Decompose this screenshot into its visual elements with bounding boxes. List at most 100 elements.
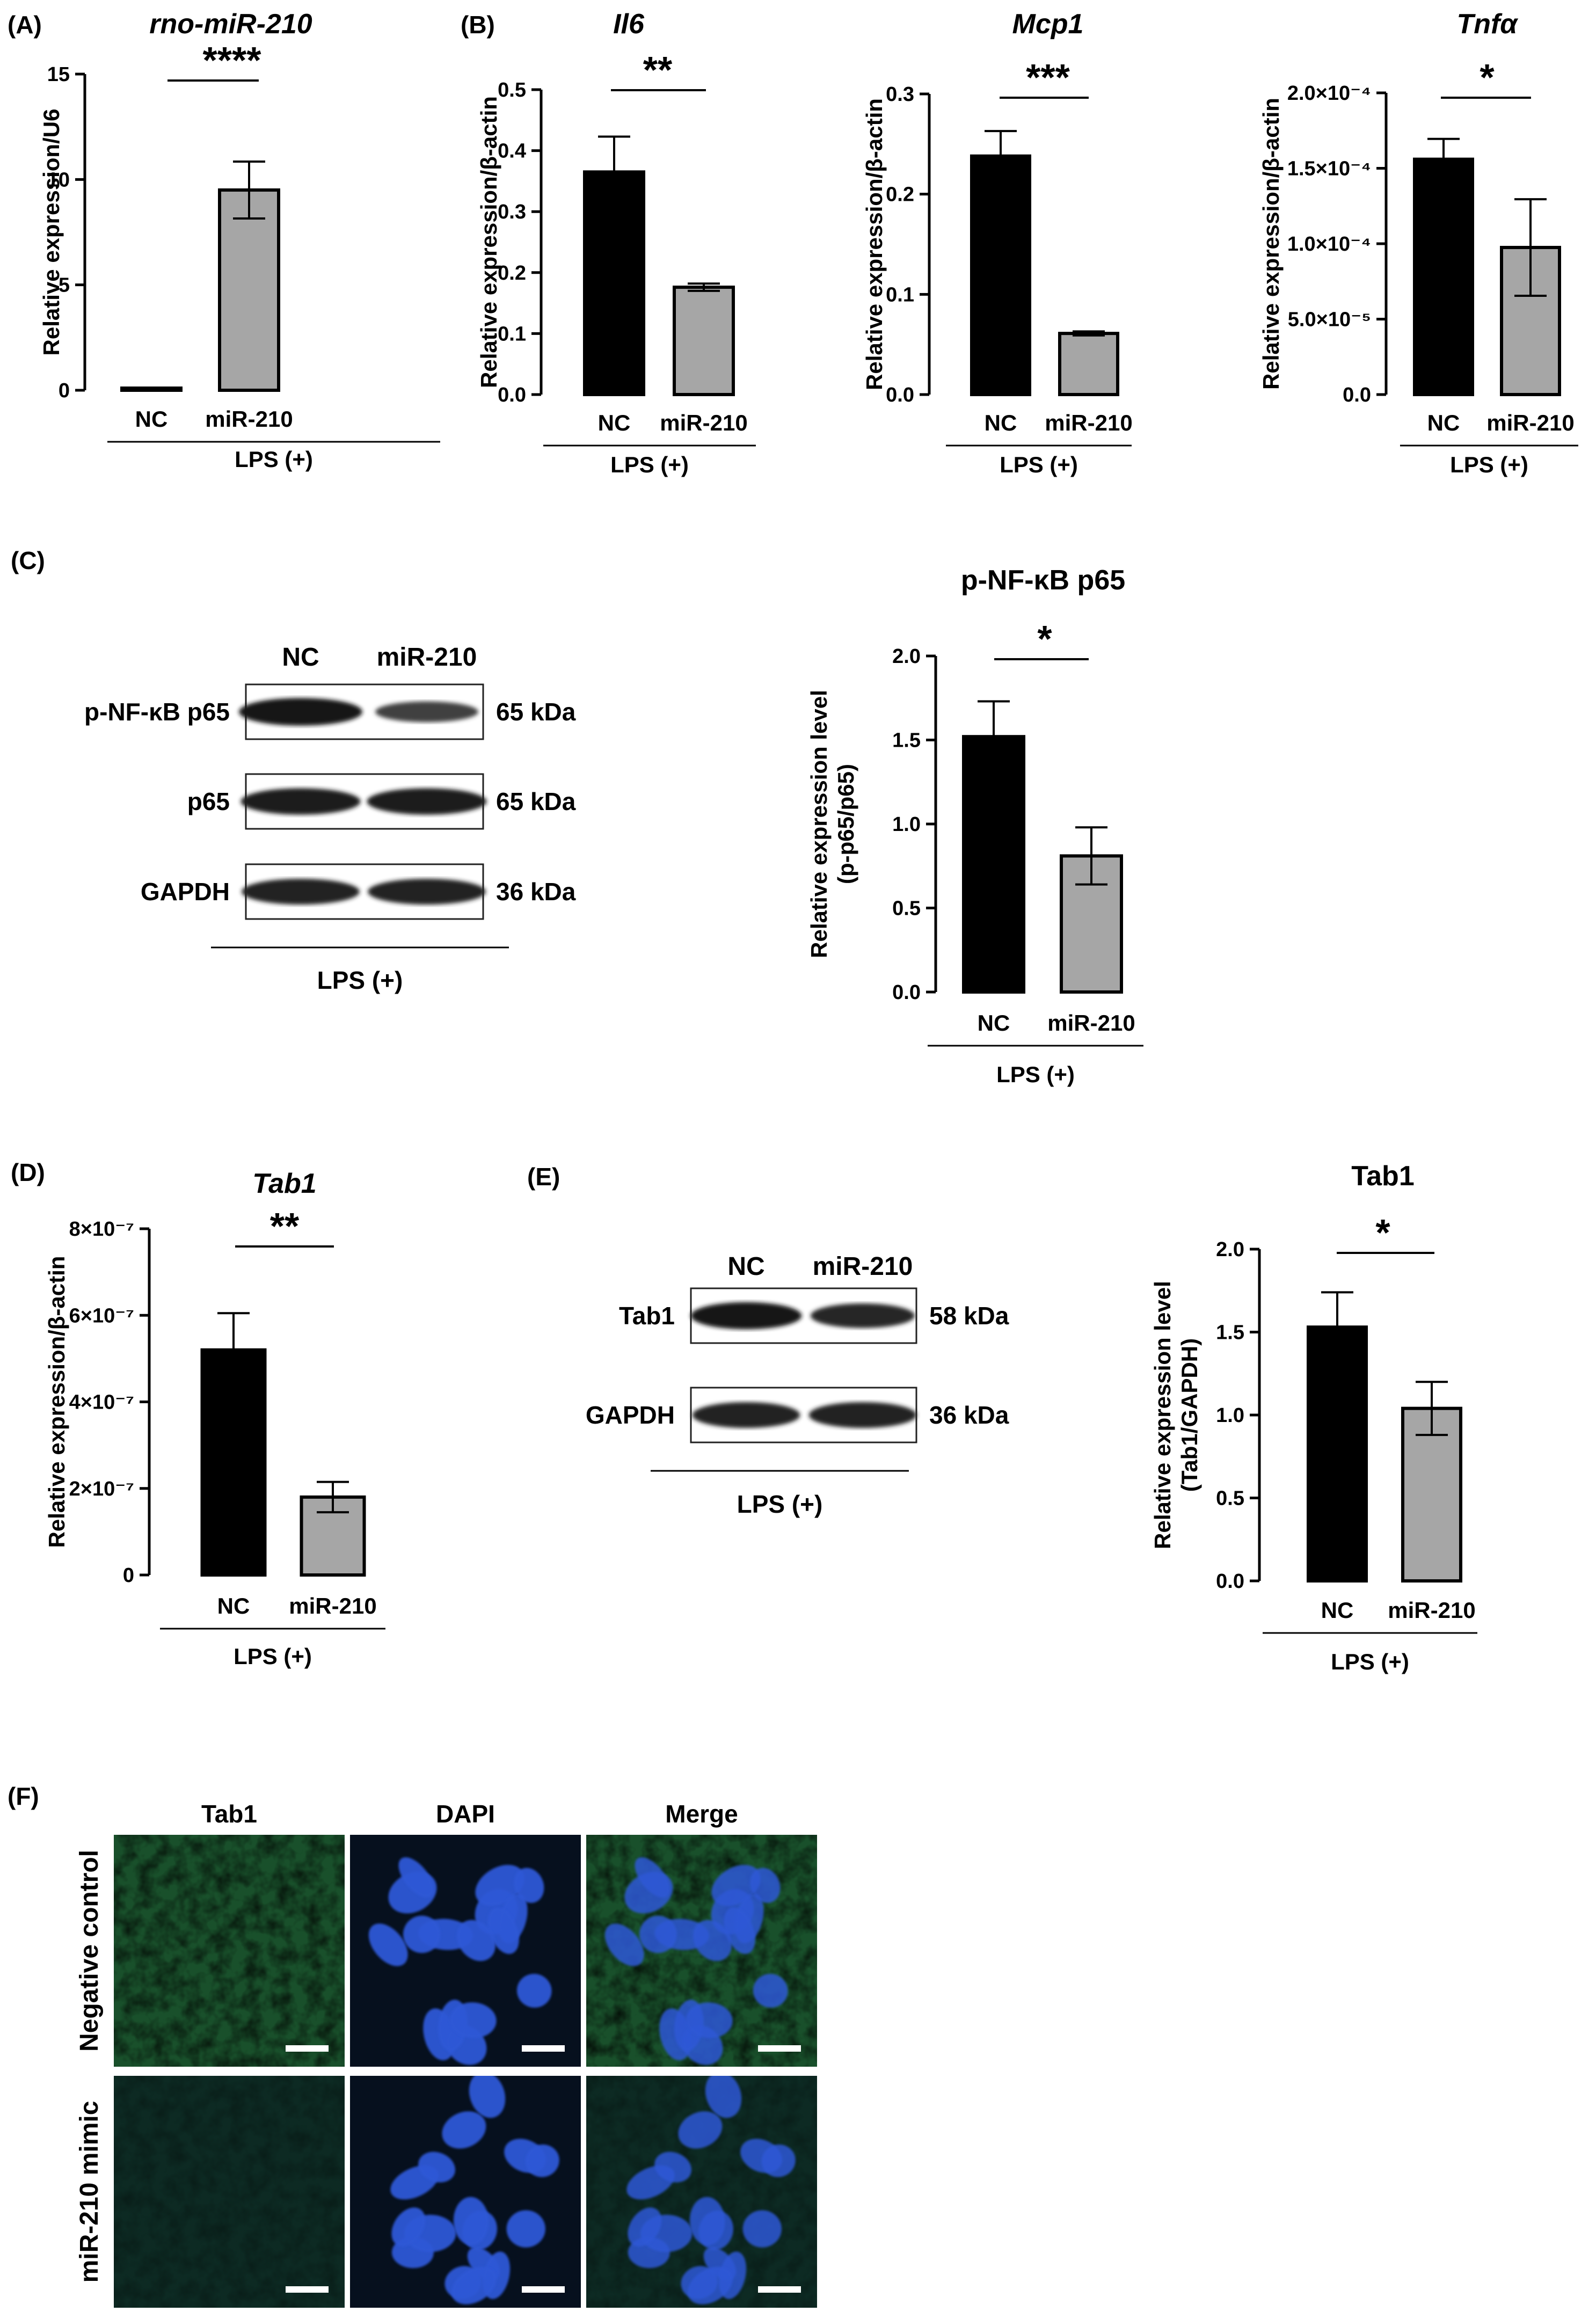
x-category-label: NC <box>978 1010 1010 1035</box>
panel-label-e: (E) <box>527 1163 560 1191</box>
nucleus <box>516 1973 552 2008</box>
nucleus <box>525 2144 559 2177</box>
group-label: LPS (+) <box>996 1062 1075 1087</box>
y-axis-label: Relative expression/β-actin <box>476 96 501 388</box>
nucleus <box>451 2266 497 2305</box>
protein-label: GAPDH <box>586 1401 675 1429</box>
y-tick-label: 0.0 <box>498 384 526 406</box>
protein-label: GAPDH <box>141 878 230 906</box>
significance-stars: **** <box>203 39 262 81</box>
x-category-label: miR-210 <box>289 1593 376 1618</box>
y-tick-label: 0.1 <box>886 283 914 306</box>
scale-bar <box>758 2045 801 2052</box>
x-category-label: NC <box>985 410 1017 435</box>
x-category-label: NC <box>598 410 631 435</box>
nucleus <box>442 2111 486 2149</box>
micrograph-mir-210-mimic-dapi <box>350 2076 581 2308</box>
bar-nc <box>962 735 1025 994</box>
chart-tab1-protein: Tab1 0.0 0.5 1.0 1.5 2.0 Relative expression l… <box>1150 1161 1477 1674</box>
nucleus <box>705 2076 742 2118</box>
tab1-texture <box>114 2076 345 2308</box>
nucleus <box>678 2111 723 2149</box>
micrograph-negative-control-dapi <box>350 1835 581 2067</box>
y-axis-label-line-2: (p-p65/p65) <box>833 764 858 884</box>
y-tick-label: 2.0 <box>1216 1238 1244 1261</box>
y-tick-label: 0.5 <box>1216 1487 1244 1510</box>
x-category-label: miR-210 <box>1388 1598 1475 1623</box>
y-tick-label: 5 <box>59 274 70 297</box>
y-tick-label: 1.5 <box>1216 1322 1244 1344</box>
nucleus <box>506 2210 545 2248</box>
protein-label: Tab1 <box>619 1302 675 1330</box>
group-label: LPS (+) <box>1331 1649 1409 1674</box>
scale-bar <box>286 2286 329 2293</box>
x-category-label: miR-210 <box>1047 1010 1135 1035</box>
micrograph-column-label: Tab1 <box>201 1800 257 1828</box>
tab1-texture <box>114 1835 345 2067</box>
nucleus <box>628 2207 662 2247</box>
nucleus <box>750 1868 781 1903</box>
micrograph-mir-210-mimic-merge <box>586 2076 817 2308</box>
y-tick-label: 0 <box>59 380 70 402</box>
y-axis-label: Relative expression/β-actin <box>44 1256 69 1548</box>
bar-nc <box>1307 1325 1368 1583</box>
y-axis-label: Relative expression/β-actin <box>862 98 887 390</box>
scale-bar <box>522 2286 565 2293</box>
nucleus <box>693 1920 732 1961</box>
chart-title: Il6 <box>613 9 645 40</box>
bar-mir-210 <box>673 286 735 397</box>
bar-nc <box>1413 157 1474 396</box>
nucleus <box>514 1868 544 1903</box>
nucleus <box>398 1857 434 1898</box>
chart-title: p-NF-κB p65 <box>961 565 1125 596</box>
panel-label-b: (B) <box>461 11 495 39</box>
y-tick-label: 0.2 <box>886 184 914 206</box>
y-tick-label: 0.4 <box>498 140 526 163</box>
y-axis-label: Relative expression level(p-p65/p65) <box>806 690 858 958</box>
nucleus <box>418 2152 455 2183</box>
x-category-label: NC <box>217 1593 250 1618</box>
group-label: LPS (+) <box>235 447 313 472</box>
blot-band <box>239 698 362 726</box>
y-tick-label: 1.0 <box>1216 1404 1244 1427</box>
y-axis-label: Relative expression/U6 <box>39 109 64 356</box>
micrograph-row-label: miR-210 mimic <box>75 2101 104 2283</box>
nucleus <box>761 2144 796 2177</box>
nucleus <box>469 2076 506 2118</box>
chart-p-nfkb-p65: p-NF-κB p65 0.0 0.5 1.0 1.5 2.0 Relative expre… <box>806 565 1143 1087</box>
immunofluorescence-grid: Tab1 DAPI Merge Negative control miR-210 mim… <box>75 1800 817 2308</box>
y-axis-label-line-1: Relative expression level <box>1150 1281 1175 1549</box>
x-category-label: miR-210 <box>205 406 293 432</box>
panel-label-f: (F) <box>8 1782 39 1810</box>
protein-label: p65 <box>187 787 230 815</box>
bar-mir-210 <box>218 188 280 392</box>
panel-label-a: (A) <box>8 11 42 39</box>
panel-label-c: (C) <box>11 546 45 574</box>
y-tick-label: 0.3 <box>886 83 914 106</box>
nucleus <box>689 2197 725 2245</box>
nucleus <box>753 1973 788 2008</box>
x-category-label: NC <box>1427 410 1460 435</box>
protein-label: p-NF-κB p65 <box>84 698 230 726</box>
micrograph-negative-control-merge <box>586 1835 817 2067</box>
y-tick-label: 1.0 <box>892 813 921 836</box>
y-tick-label: 10 <box>47 169 70 191</box>
panel-label-d: (D) <box>11 1158 45 1186</box>
nucleus <box>604 1923 644 1966</box>
y-tick-label: 0.2 <box>498 262 526 285</box>
blot-band <box>692 1402 800 1428</box>
y-tick-label: 0.1 <box>498 323 526 345</box>
chart-title: rno-miR-210 <box>149 9 312 40</box>
chart-tnfa: Tnfα 0.0 5.0×10⁻⁵ 1.0×10⁻⁴ 1.5×10⁻⁴ 2.0×10⁻⁴R… <box>1258 9 1578 477</box>
blot-band <box>367 788 487 815</box>
y-axis-label-line-2: (Tab1/GAPDH) <box>1177 1338 1202 1492</box>
bar-mir-210 <box>1058 332 1119 397</box>
nucleus <box>453 2197 489 2245</box>
lane-label: miR-210 <box>377 643 477 672</box>
y-tick-label: 2×10⁻⁷ <box>69 1478 134 1500</box>
bar-nc <box>120 386 183 392</box>
bar-nc <box>970 154 1031 396</box>
blot-band <box>241 788 361 815</box>
